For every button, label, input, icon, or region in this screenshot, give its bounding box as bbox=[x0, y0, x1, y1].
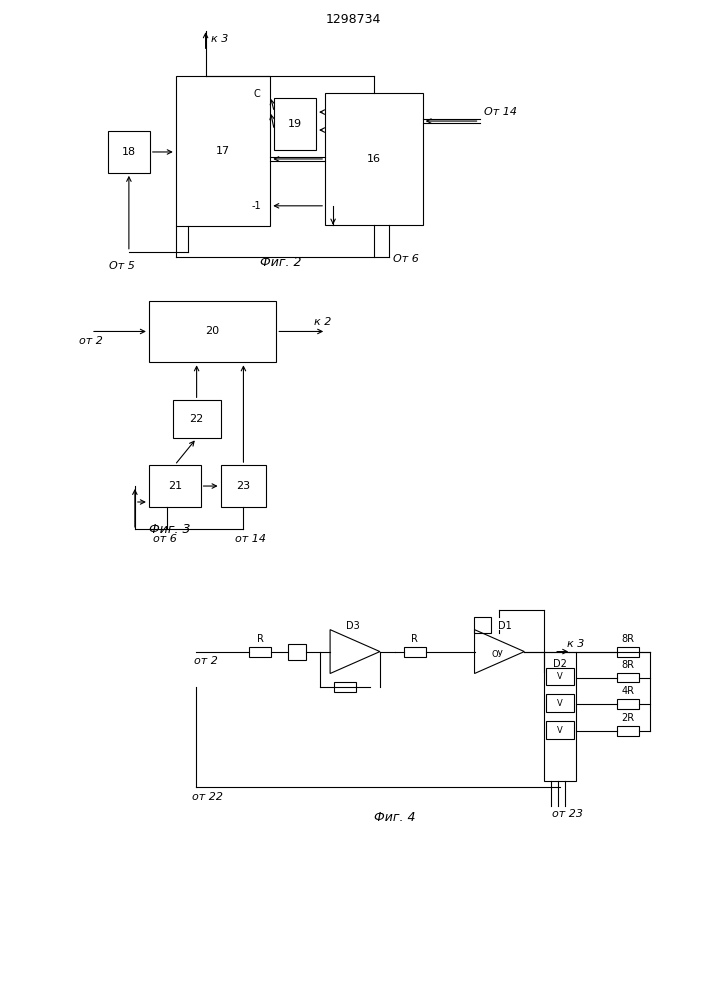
Bar bbox=[325, 93, 423, 225]
Bar bbox=[108, 131, 150, 173]
Bar bbox=[334, 682, 356, 692]
Text: 17: 17 bbox=[216, 146, 230, 156]
Text: к 3: к 3 bbox=[211, 34, 228, 44]
Text: 23: 23 bbox=[236, 481, 250, 491]
Bar bbox=[617, 726, 639, 736]
Bar bbox=[617, 673, 639, 682]
Text: от 2: от 2 bbox=[79, 336, 103, 346]
Text: -1: -1 bbox=[252, 201, 261, 211]
Bar bbox=[617, 699, 639, 709]
Text: к 2: к 2 bbox=[314, 317, 332, 327]
Bar bbox=[173, 400, 221, 438]
Text: V: V bbox=[557, 726, 563, 735]
Text: 8R: 8R bbox=[621, 634, 634, 644]
Text: Фиг. 4: Фиг. 4 bbox=[374, 811, 416, 824]
Text: D1: D1 bbox=[498, 621, 511, 631]
Text: 2R: 2R bbox=[621, 713, 634, 723]
Text: от 23: от 23 bbox=[552, 809, 583, 819]
Text: V: V bbox=[557, 699, 563, 708]
Bar bbox=[176, 76, 270, 226]
Bar bbox=[547, 694, 574, 712]
Bar bbox=[404, 647, 426, 657]
Text: От 6: От 6 bbox=[393, 254, 419, 264]
Bar bbox=[148, 465, 201, 507]
Text: От 5: От 5 bbox=[109, 261, 135, 271]
Text: V: V bbox=[557, 672, 563, 681]
Text: от 14: от 14 bbox=[235, 534, 267, 544]
Bar bbox=[544, 652, 576, 781]
Text: 1298734: 1298734 bbox=[325, 13, 380, 26]
Text: 22: 22 bbox=[189, 414, 204, 424]
Bar bbox=[274, 98, 316, 150]
Text: 4R: 4R bbox=[621, 686, 634, 696]
Text: 20: 20 bbox=[206, 326, 220, 336]
Bar bbox=[547, 721, 574, 739]
Text: от 6: от 6 bbox=[153, 534, 177, 544]
Text: Фиг. 2: Фиг. 2 bbox=[259, 256, 301, 269]
Bar bbox=[617, 647, 639, 657]
Text: 8R: 8R bbox=[621, 660, 634, 670]
Text: От 14: От 14 bbox=[484, 107, 518, 117]
Text: 19: 19 bbox=[288, 119, 303, 129]
Text: D3: D3 bbox=[346, 621, 360, 631]
Text: 18: 18 bbox=[122, 147, 136, 157]
Bar bbox=[288, 644, 306, 660]
Bar bbox=[474, 617, 491, 633]
Text: R: R bbox=[411, 634, 419, 644]
Bar bbox=[250, 647, 271, 657]
Text: D2: D2 bbox=[554, 659, 567, 669]
Text: ОУ: ОУ bbox=[491, 650, 503, 659]
Text: к 3: к 3 bbox=[567, 639, 585, 649]
Text: 21: 21 bbox=[168, 481, 182, 491]
Text: от 22: от 22 bbox=[192, 792, 223, 802]
Text: C: C bbox=[253, 89, 259, 99]
Bar bbox=[547, 668, 574, 685]
Bar bbox=[221, 465, 267, 507]
Text: R: R bbox=[257, 634, 264, 644]
Bar bbox=[148, 301, 276, 362]
Text: 16: 16 bbox=[367, 154, 381, 164]
Text: от 2: от 2 bbox=[194, 656, 218, 666]
Text: Фиг. 3: Фиг. 3 bbox=[148, 523, 190, 536]
